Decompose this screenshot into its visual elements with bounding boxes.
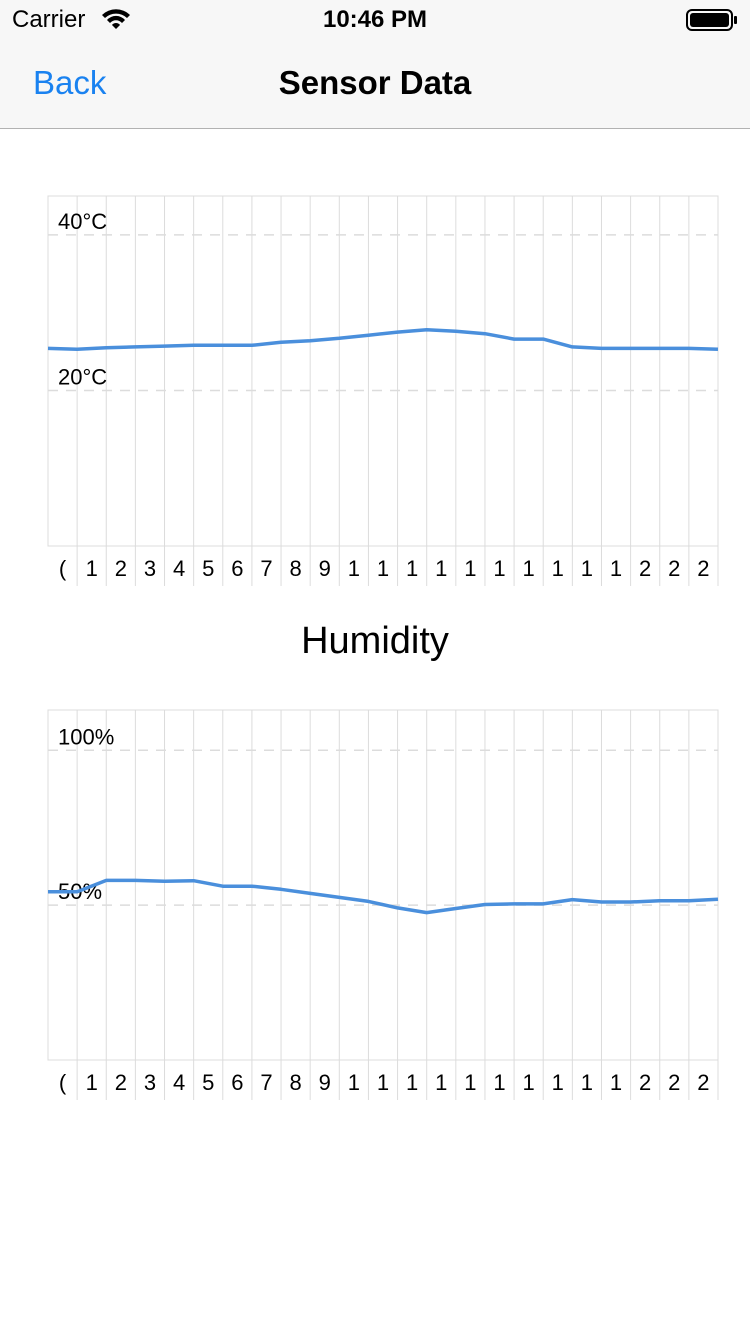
temperature-series-line: [47, 328, 719, 351]
humidity-x-tick-label: 3: [144, 1070, 156, 1095]
humidity-chart-title: Humidity: [301, 620, 449, 662]
status-time: 10:46 PM: [322, 6, 428, 33]
humidity-x-tick-label: 1: [435, 1070, 447, 1095]
humidity-x-tick-label: 9: [319, 1070, 331, 1095]
humidity-x-tick-label: 5: [202, 1070, 214, 1095]
temperature-x-tick-label: 1: [377, 556, 389, 581]
humidity-y-tick-label: 100%: [58, 724, 114, 749]
humidity-x-tick-label: 1: [523, 1070, 535, 1095]
temperature-x-tick-label: 1: [86, 556, 98, 581]
humidity-x-tick-label: 1: [377, 1070, 389, 1095]
humidity-x-tick-label: 1: [610, 1070, 622, 1095]
carrier-label: Carrier: [12, 6, 86, 33]
humidity-x-tick-label: 1: [581, 1070, 593, 1095]
humidity-x-tick-label: 1: [86, 1070, 98, 1095]
temperature-x-tick-label: 2: [697, 556, 709, 581]
temperature-x-tick-label: 1: [610, 556, 622, 581]
temperature-y-tick-label: 40°C: [58, 209, 107, 234]
temperature-x-tick-label: 2: [668, 556, 680, 581]
humidity-x-tick-label: 1: [464, 1070, 476, 1095]
temperature-plot-frame: [47, 195, 719, 547]
humidity-x-tick-label: 2: [668, 1070, 680, 1095]
humidity-x-tick-label: 2: [639, 1070, 651, 1095]
temperature-x-tick-label: 1: [435, 556, 447, 581]
temperature-x-tick-label: 9: [319, 556, 331, 581]
temperature-y-tick-label: 20°C: [58, 364, 107, 389]
temperature-x-tick-label: 7: [260, 556, 272, 581]
temperature-x-tick-label: 1: [348, 556, 360, 581]
back-button[interactable]: Back: [33, 64, 107, 101]
temperature-x-tick-label: 6: [231, 556, 243, 581]
humidity-x-tick-label: 6: [231, 1070, 243, 1095]
temperature-x-tick-label: 1: [523, 556, 535, 581]
wifi-icon: [102, 9, 130, 29]
temperature-x-tick-label: 1: [552, 556, 564, 581]
temperature-x-tick-label: (: [59, 556, 67, 581]
navigation-bar: Back Sensor Data: [0, 40, 750, 129]
humidity-chart: 100%50%(1 2 3 4 5 6 7 8 9 1 1 1 1 1 1 1 1 1 1 2 2 2: [47, 709, 719, 1100]
humidity-x-tick-label: 8: [289, 1070, 301, 1095]
temperature-chart: 40°C20°C(1 2 3 4 5 6 7 8 9 1 1 1 1 1 1 1 1 1 1 2 2 2: [47, 195, 719, 586]
humidity-x-tick-label: 1: [348, 1070, 360, 1095]
humidity-x-tick-label: 1: [552, 1070, 564, 1095]
temperature-x-tick-label: 1: [493, 556, 505, 581]
temperature-x-tick-label: 2: [115, 556, 127, 581]
humidity-x-tick-label: 4: [173, 1070, 185, 1095]
temperature-x-tick-label: 8: [289, 556, 301, 581]
temperature-x-tick-label: 3: [144, 556, 156, 581]
humidity-x-tick-label: 1: [493, 1070, 505, 1095]
temperature-x-tick-label: 4: [173, 556, 185, 581]
temperature-x-tick-label: 2: [639, 556, 651, 581]
humidity-x-tick-label: 2: [115, 1070, 127, 1095]
humidity-x-tick-label: 7: [260, 1070, 272, 1095]
humidity-plot-frame: [47, 709, 719, 1061]
temperature-x-tick-label: 1: [464, 556, 476, 581]
humidity-series-line: [48, 878, 719, 915]
temperature-x-tick-label: 5: [202, 556, 214, 581]
humidity-x-tick-label: 1: [406, 1070, 418, 1095]
humidity-x-tick-label: (: [59, 1070, 67, 1095]
temperature-x-tick-label: 1: [581, 556, 593, 581]
temperature-x-tick-label: 1: [406, 556, 418, 581]
battery-full-icon: [686, 9, 737, 31]
page-title: Sensor Data: [278, 64, 472, 101]
humidity-x-tick-label: 2: [697, 1070, 709, 1095]
status-bar: Carrier 10:46 PM: [0, 0, 750, 40]
